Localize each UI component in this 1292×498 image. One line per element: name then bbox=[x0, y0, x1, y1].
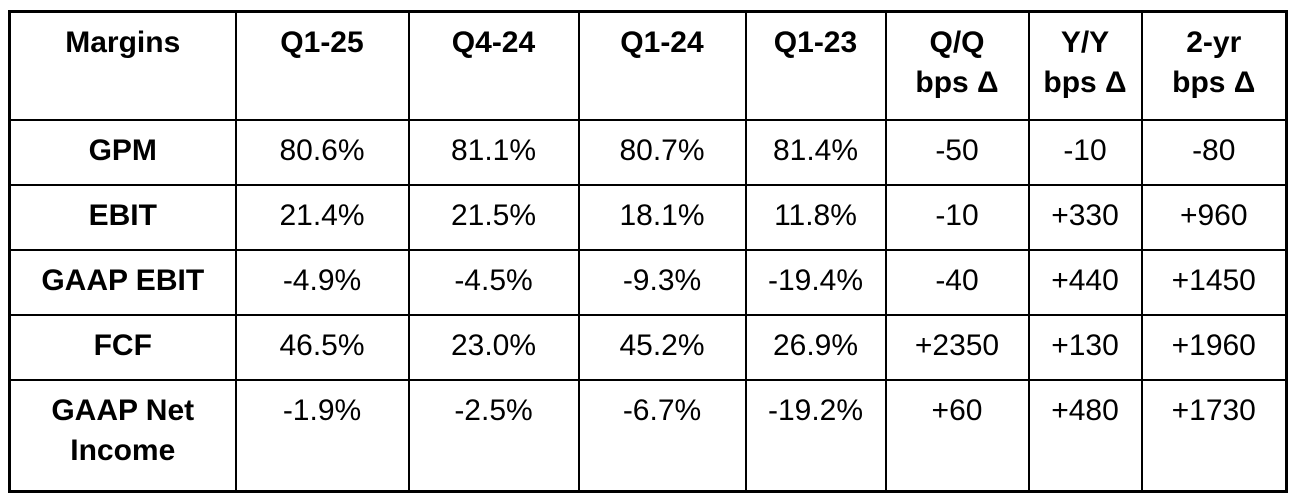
data-cell: 18.1% bbox=[577, 183, 747, 251]
data-cell: 26.9% bbox=[744, 313, 887, 381]
header-cell-q1-24: Q1-24 bbox=[577, 10, 747, 121]
row-label-gpm: GPM bbox=[8, 118, 237, 186]
data-cell: -2.5% bbox=[407, 378, 580, 493]
table-row-gaap-net-income: GAAP Net Income -1.9% -2.5% -6.7% -19.2%… bbox=[8, 378, 1288, 493]
header-cell-qq-bps: Q/Q bps Δ bbox=[884, 10, 1030, 121]
data-cell: +60 bbox=[884, 378, 1030, 493]
row-label-fcf: FCF bbox=[8, 313, 237, 381]
data-cell: -6.7% bbox=[577, 378, 747, 493]
data-cell: +130 bbox=[1027, 313, 1143, 381]
data-cell: +2350 bbox=[884, 313, 1030, 381]
data-cell: 46.5% bbox=[234, 313, 410, 381]
row-label-ebit: EBIT bbox=[8, 183, 237, 251]
header-cell-2yr-bps: 2-yr bps Δ bbox=[1140, 10, 1288, 121]
data-cell: -40 bbox=[884, 248, 1030, 316]
data-cell: -19.2% bbox=[744, 378, 887, 493]
data-cell: -10 bbox=[1027, 118, 1143, 186]
data-cell: +1730 bbox=[1140, 378, 1288, 493]
data-cell: -9.3% bbox=[577, 248, 747, 316]
data-cell: 81.1% bbox=[407, 118, 580, 186]
margins-table: Margins Q1-25 Q4-24 Q1-24 Q1-23 Q/Q bps … bbox=[8, 10, 1288, 493]
data-cell: 45.2% bbox=[577, 313, 747, 381]
header-cell-q1-23: Q1-23 bbox=[744, 10, 887, 121]
data-cell: +480 bbox=[1027, 378, 1143, 493]
data-cell: -50 bbox=[884, 118, 1030, 186]
data-cell: 23.0% bbox=[407, 313, 580, 381]
table-row-ebit: EBIT 21.4% 21.5% 18.1% 11.8% -10 +330 +9… bbox=[8, 183, 1288, 251]
data-cell: -10 bbox=[884, 183, 1030, 251]
data-cell: 80.6% bbox=[234, 118, 410, 186]
data-cell: 81.4% bbox=[744, 118, 887, 186]
data-cell: -4.5% bbox=[407, 248, 580, 316]
data-cell: 80.7% bbox=[577, 118, 747, 186]
data-cell: -1.9% bbox=[234, 378, 410, 493]
header-cell-q4-24: Q4-24 bbox=[407, 10, 580, 121]
row-label-gaap-net-income: GAAP Net Income bbox=[8, 378, 237, 493]
data-cell: -4.9% bbox=[234, 248, 410, 316]
data-cell: +960 bbox=[1140, 183, 1288, 251]
header-cell-yy-bps: Y/Y bps Δ bbox=[1027, 10, 1143, 121]
data-cell: -19.4% bbox=[744, 248, 887, 316]
table-row-fcf: FCF 46.5% 23.0% 45.2% 26.9% +2350 +130 +… bbox=[8, 313, 1288, 381]
data-cell: 21.4% bbox=[234, 183, 410, 251]
table-row-gaap-ebit: GAAP EBIT -4.9% -4.5% -9.3% -19.4% -40 +… bbox=[8, 248, 1288, 316]
data-cell: 11.8% bbox=[744, 183, 887, 251]
header-cell-margins: Margins bbox=[8, 10, 237, 121]
data-cell: -80 bbox=[1140, 118, 1288, 186]
data-cell: +1960 bbox=[1140, 313, 1288, 381]
data-cell: 21.5% bbox=[407, 183, 580, 251]
data-cell: +1450 bbox=[1140, 248, 1288, 316]
data-cell: +330 bbox=[1027, 183, 1143, 251]
table-header-row: Margins Q1-25 Q4-24 Q1-24 Q1-23 Q/Q bps … bbox=[8, 10, 1288, 121]
data-cell: +440 bbox=[1027, 248, 1143, 316]
row-label-gaap-ebit: GAAP EBIT bbox=[8, 248, 237, 316]
table-row-gpm: GPM 80.6% 81.1% 80.7% 81.4% -50 -10 -80 bbox=[8, 118, 1288, 186]
header-cell-q1-25: Q1-25 bbox=[234, 10, 410, 121]
